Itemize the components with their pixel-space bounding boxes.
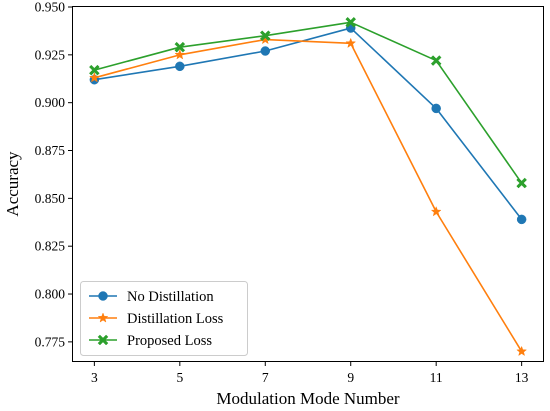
y-tick-label: 0.775 bbox=[35, 334, 66, 349]
data-point bbox=[88, 72, 100, 83]
x-tick-label: 9 bbox=[347, 370, 354, 385]
data-point bbox=[516, 214, 527, 225]
data-point bbox=[89, 64, 100, 76]
legend-label: No Distillation bbox=[127, 289, 214, 305]
data-point bbox=[345, 37, 357, 48]
data-point bbox=[174, 41, 186, 53]
y-tick-label: 0.875 bbox=[35, 143, 66, 158]
legend-marker bbox=[98, 291, 108, 301]
data-point bbox=[260, 46, 271, 56]
y-tick-label: 0.950 bbox=[35, 0, 66, 15]
data-point bbox=[516, 177, 527, 189]
x-tick-label: 13 bbox=[515, 370, 529, 385]
series-1 bbox=[88, 33, 528, 357]
y-tick-label: 0.850 bbox=[35, 191, 66, 206]
legend-entry: No Distillation bbox=[89, 289, 214, 305]
data-point bbox=[174, 49, 186, 60]
plot-area bbox=[88, 16, 528, 357]
x-tick-label: 5 bbox=[176, 370, 183, 385]
legend-entry: Proposed Loss bbox=[89, 333, 212, 349]
x-axis-title: Modulation Mode Number bbox=[216, 389, 400, 408]
legend-box bbox=[80, 281, 248, 356]
series-line bbox=[94, 27, 523, 220]
legend-marker bbox=[97, 312, 109, 323]
legend-entry: Distillation Loss bbox=[89, 311, 224, 327]
y-axis: 0.775 0.800 0.825 0.850 0.875 0.900 0.925 0.950 bbox=[35, 0, 73, 349]
data-point bbox=[259, 30, 271, 42]
x-axis: 3 5 7 9 11 13 bbox=[91, 361, 529, 385]
series-line bbox=[94, 21, 523, 184]
data-point bbox=[431, 103, 441, 114]
data-point bbox=[345, 16, 357, 28]
series-line bbox=[94, 38, 523, 352]
x-tick-label: 7 bbox=[262, 370, 269, 385]
legend-label: Proposed Loss bbox=[127, 333, 212, 349]
data-point bbox=[175, 61, 185, 72]
data-point bbox=[430, 206, 442, 217]
y-axis-title: Accuracy bbox=[3, 151, 22, 217]
legend-label: Distillation Loss bbox=[127, 311, 224, 327]
data-point bbox=[430, 55, 442, 66]
x-tick-label: 11 bbox=[430, 370, 443, 385]
y-tick-label: 0.925 bbox=[35, 47, 66, 62]
legend: No Distillation Distillation Loss Proposed… bbox=[80, 281, 248, 356]
series-2 bbox=[89, 16, 527, 189]
x-tick-label: 3 bbox=[91, 370, 98, 385]
y-tick-label: 0.800 bbox=[35, 287, 66, 302]
plot-frame bbox=[72, 6, 544, 362]
legend-marker bbox=[97, 334, 109, 346]
y-tick-label: 0.900 bbox=[35, 95, 66, 110]
data-point bbox=[516, 345, 528, 357]
y-tick-label: 0.825 bbox=[35, 239, 66, 254]
